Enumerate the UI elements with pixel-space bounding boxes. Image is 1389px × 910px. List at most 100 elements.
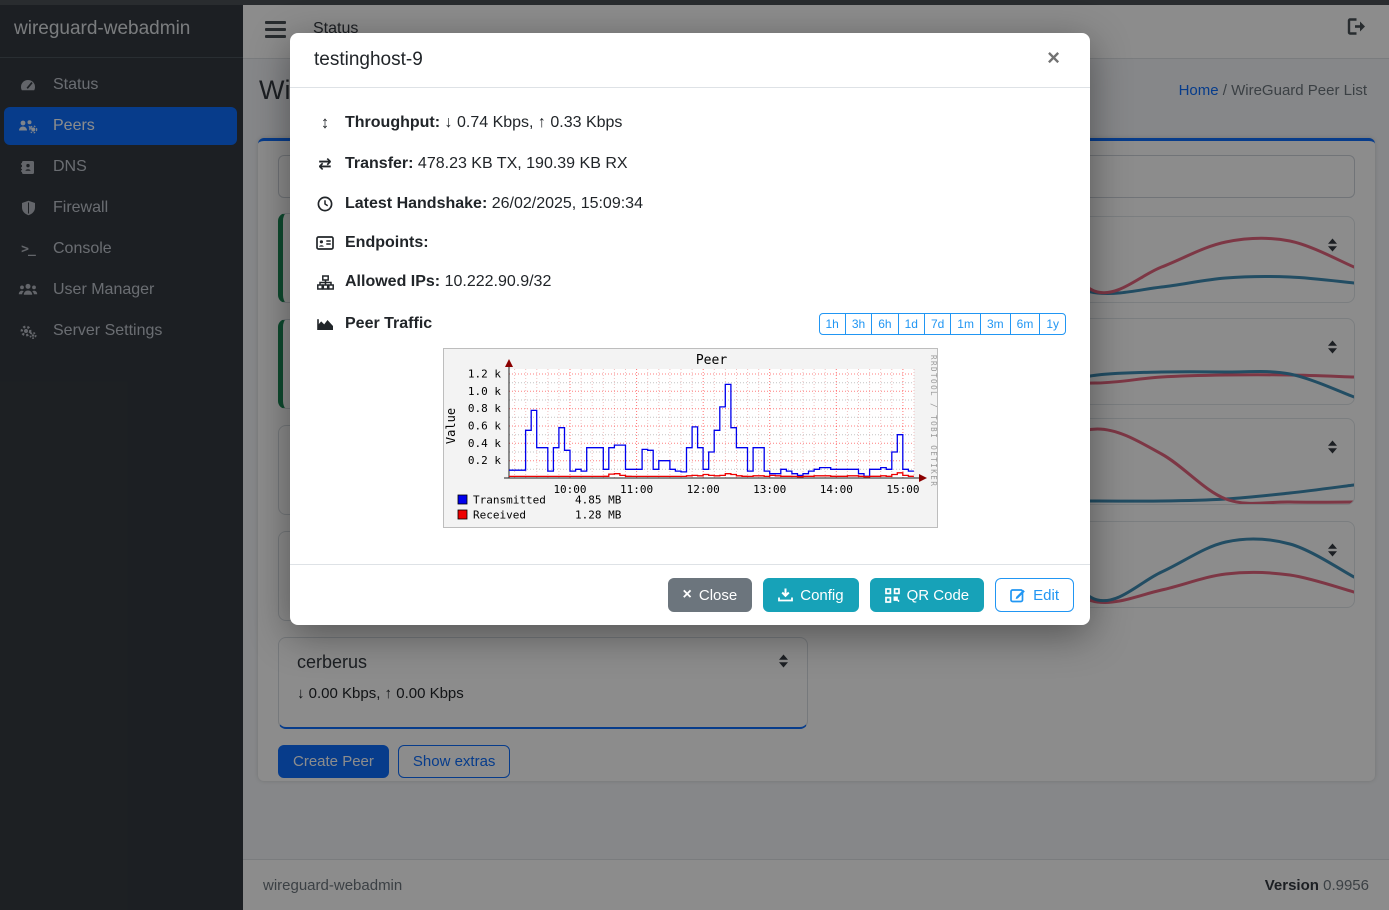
modal-footer: × Close Config QR Code Edit bbox=[290, 564, 1090, 625]
sort-icon[interactable] bbox=[778, 652, 789, 673]
x-icon: × bbox=[682, 586, 692, 603]
sort-icon[interactable] bbox=[1327, 238, 1338, 257]
svg-text:1.0 k: 1.0 k bbox=[468, 385, 501, 398]
peer-traffic-label: Peer Traffic bbox=[314, 315, 432, 333]
users-icon bbox=[16, 283, 40, 297]
sign-out-icon bbox=[1347, 18, 1367, 40]
peer-throughput: ↓ 0.00 Kbps, ↑ 0.00 Kbps bbox=[297, 685, 464, 702]
svg-text:1.28 MB: 1.28 MB bbox=[575, 509, 622, 522]
chart-area-icon bbox=[314, 318, 336, 331]
sidebar-item-label: Server Settings bbox=[53, 322, 163, 339]
address-card-icon bbox=[314, 236, 336, 250]
footer-version: Version 0.9956 bbox=[1264, 876, 1369, 894]
modal-header: testinghost-9 × bbox=[290, 33, 1090, 88]
modal-body: ↕ Throughput: ↓ 0.74 Kbps, ↑ 0.33 Kbps ⇄ Tr… bbox=[290, 88, 1090, 564]
svg-text:1.2 k: 1.2 k bbox=[468, 368, 501, 381]
svg-text:0.2 k: 0.2 k bbox=[468, 454, 501, 467]
breadcrumb: Home / WireGuard Peer List bbox=[1179, 82, 1367, 99]
peer-name: cerberus bbox=[297, 652, 368, 672]
sidebar-item-label: DNS bbox=[53, 158, 87, 175]
menu-toggle-icon[interactable] bbox=[265, 20, 286, 38]
info-text: Transfer: 478.23 KB TX, 190.39 KB RX bbox=[345, 155, 628, 172]
info-text: Throughput: ↓ 0.74 Kbps, ↑ 0.33 Kbps bbox=[345, 114, 623, 131]
sign-out-button[interactable] bbox=[1347, 18, 1367, 40]
sidebar-item-user-manager[interactable]: User Manager bbox=[4, 271, 237, 309]
time-range-button-1y[interactable]: 1y bbox=[1039, 313, 1066, 335]
transfer-icon: ⇄ bbox=[318, 156, 332, 173]
svg-text:10:00: 10:00 bbox=[553, 483, 586, 496]
edit-button[interactable]: Edit bbox=[995, 578, 1074, 612]
page-footer: wireguard-webadmin Version 0.9956 bbox=[243, 859, 1389, 910]
time-range-button-6m[interactable]: 6m bbox=[1009, 313, 1041, 335]
time-range-button-3h[interactable]: 3h bbox=[844, 313, 873, 335]
create-peer-button[interactable]: Create Peer bbox=[278, 745, 389, 778]
sidebar-item-label: User Manager bbox=[53, 281, 155, 298]
sidebar-item-status[interactable]: Status bbox=[4, 66, 237, 104]
sidebar-nav: Status Peers DNS Firewall >_ Console User Mana… bbox=[0, 58, 243, 350]
sidebar-item-firewall[interactable]: Firewall bbox=[4, 189, 237, 227]
svg-text:13:00: 13:00 bbox=[753, 483, 786, 496]
svg-text:Transmitted: Transmitted bbox=[473, 494, 546, 507]
time-range-button-1h[interactable]: 1h bbox=[818, 313, 846, 335]
peer-detail-modal: testinghost-9 × ↕ Throughput: ↓ 0.74 Kbps… bbox=[290, 33, 1090, 625]
sidebar-item-console[interactable]: >_ Console bbox=[4, 230, 237, 268]
sitemap-icon bbox=[314, 274, 336, 290]
sort-icon[interactable] bbox=[1327, 340, 1338, 359]
svg-text:4.85 MB: 4.85 MB bbox=[575, 494, 622, 507]
close-button[interactable]: × Close bbox=[667, 578, 753, 612]
gauge-icon bbox=[16, 78, 40, 92]
modal-info-row: ⇄ Transfer: 478.23 KB TX, 190.39 KB RX bbox=[314, 154, 1066, 174]
breadcrumb-current: WireGuard Peer List bbox=[1231, 82, 1367, 99]
close-icon[interactable]: × bbox=[1041, 47, 1066, 69]
sidebar-item-label: Console bbox=[53, 240, 112, 257]
time-range-button-7d[interactable]: 7d bbox=[923, 313, 952, 335]
qr-code-button[interactable]: QR Code bbox=[869, 578, 985, 612]
terminal-icon: >_ bbox=[21, 241, 36, 257]
breadcrumb-home-link[interactable]: Home bbox=[1178, 82, 1219, 99]
modal-title: testinghost-9 bbox=[314, 49, 423, 70]
sidebar-item-peers[interactable]: Peers bbox=[4, 107, 237, 145]
info-text: Latest Handshake: 26/02/2025, 15:09:34 bbox=[345, 195, 643, 212]
info-text: Endpoints: bbox=[345, 234, 429, 251]
svg-text:0.6 k: 0.6 k bbox=[468, 420, 501, 433]
sidebar: wireguard-webadmin Status Peers DNS Firewal… bbox=[0, 0, 243, 910]
sidebar-item-label: Firewall bbox=[53, 199, 109, 216]
arrows-up-down-icon: ↕ bbox=[320, 113, 330, 132]
sidebar-item-server-settings[interactable]: Server Settings bbox=[4, 312, 237, 350]
peer-card-cerberus[interactable]: cerberus ↓ 0.00 Kbps, ↑ 0.00 Kbps bbox=[278, 637, 808, 729]
download-icon bbox=[778, 588, 794, 602]
svg-text:RRDTOOL / TOBI OETIKER: RRDTOOL / TOBI OETIKER bbox=[929, 355, 937, 487]
address-book-icon bbox=[16, 160, 40, 175]
shield-icon bbox=[16, 200, 40, 216]
top-edge bbox=[0, 0, 1389, 5]
config-button[interactable]: Config bbox=[763, 578, 859, 612]
time-range-button-1d[interactable]: 1d bbox=[897, 313, 925, 335]
modal-info-row: Endpoints: bbox=[314, 234, 1066, 252]
svg-text:11:00: 11:00 bbox=[620, 483, 653, 496]
navbar-status-link[interactable]: Status bbox=[313, 20, 359, 37]
svg-text:15:00: 15:00 bbox=[886, 483, 919, 496]
sort-icon[interactable] bbox=[1327, 440, 1338, 459]
time-range-button-3m[interactable]: 3m bbox=[979, 313, 1011, 335]
sidebar-item-label: Peers bbox=[53, 117, 95, 134]
svg-text:Value: Value bbox=[444, 408, 458, 444]
show-extras-button[interactable]: Show extras bbox=[397, 745, 511, 778]
info-text: Allowed IPs: 10.222.90.9/32 bbox=[345, 273, 552, 290]
sidebar-item-dns[interactable]: DNS bbox=[4, 148, 237, 186]
modal-info-row: ↕ Throughput: ↓ 0.74 Kbps, ↑ 0.33 Kbps bbox=[314, 113, 1066, 133]
rrdtool-graph: 0.2 k 0.4 k 0.6 k 0.8 k 1.0 k 1.2 k 10:00 11:00… bbox=[443, 348, 938, 528]
svg-text:Peer: Peer bbox=[696, 353, 727, 368]
svg-text:14:00: 14:00 bbox=[820, 483, 853, 496]
time-range-button-6h[interactable]: 6h bbox=[871, 313, 899, 335]
footer-app-name: wireguard-webadmin bbox=[263, 876, 403, 894]
edit-icon bbox=[1010, 587, 1026, 603]
breadcrumb-separator: / bbox=[1222, 82, 1227, 99]
svg-text:0.8 k: 0.8 k bbox=[468, 402, 501, 415]
time-range-group: 1h 3h 6h 1d 7d 1m 3m 6m 1y bbox=[818, 313, 1066, 335]
time-range-button-1m[interactable]: 1m bbox=[950, 313, 981, 335]
users-gear-icon bbox=[16, 119, 40, 134]
sidebar-item-label: Status bbox=[53, 76, 99, 93]
svg-text:Received: Received bbox=[473, 509, 526, 522]
sort-icon[interactable] bbox=[1327, 543, 1338, 562]
svg-text:12:00: 12:00 bbox=[687, 483, 720, 496]
